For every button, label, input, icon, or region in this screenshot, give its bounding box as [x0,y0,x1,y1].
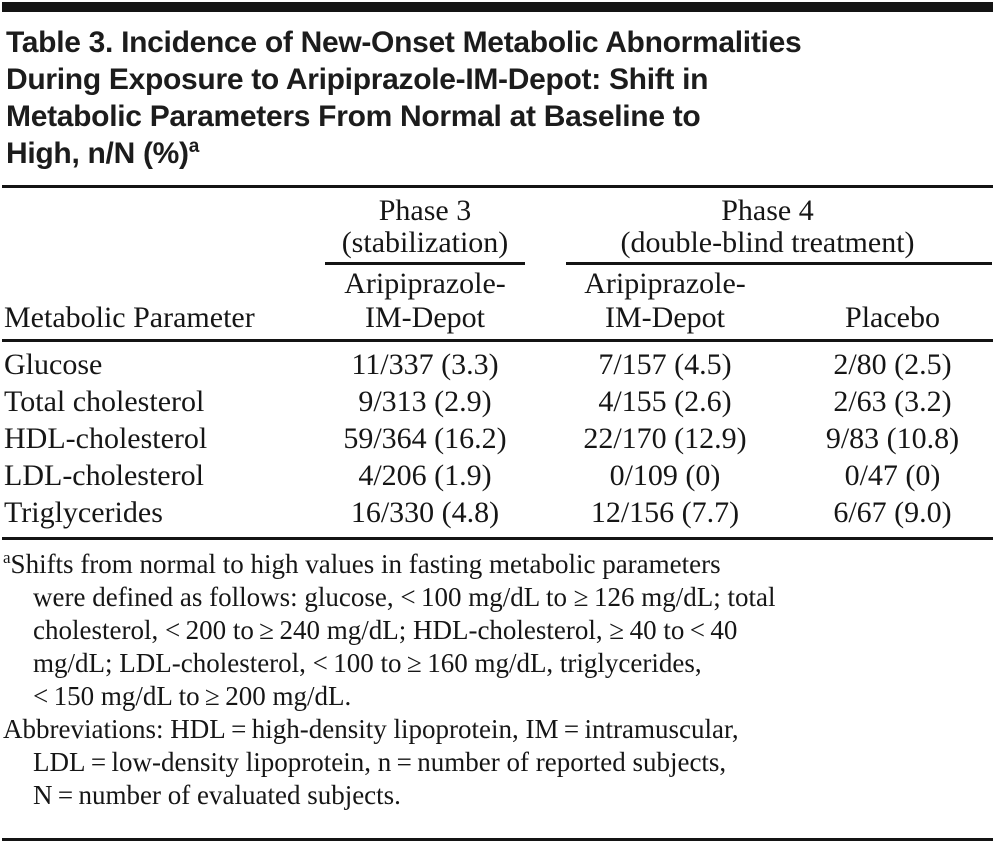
cell-phase4-placebo: 6/67 (9.0) [833,496,952,529]
phase3-sublabel: (stabilization) [341,226,509,259]
table-row-ldl-cholesterol: LDL-cholesterol 4/206 (1.9) 0/109 (0) 0/… [0,457,995,494]
footnote-line: mg/dL; LDL-cholesterol, < 100 to ≥ 160 m… [33,648,702,678]
column-header-placebo: Placebo [790,267,995,335]
column-header-label-line: IM-Depot [365,301,485,334]
table-title-text: Table 3. Incidence of New-Onset Metaboli… [6,26,802,59]
column-header-label: Metabolic Parameter [4,301,255,334]
table-title-footnote-marker: a [188,136,200,157]
header-divider-rule [2,339,993,342]
phase4-spanner-rule [566,262,992,265]
cell-phase4-aripiprazole: 22/170 (12.9) [583,422,747,455]
column-header-label-line: Aripiprazole- [584,267,746,300]
phase3-label: Phase 3 [378,194,472,227]
cell-phase4-aripiprazole: 12/156 (7.7) [590,496,740,529]
group-header-spacer [0,195,310,265]
row-param-label: Total cholesterol [4,385,205,418]
bottom-border-rule [2,838,993,841]
table-row-triglycerides: Triglycerides 16/330 (4.8) 12/156 (7.7) … [0,494,995,531]
group-header-row: Phase 3 (stabilization) Phase 4 (double-… [0,188,995,265]
phase4-label: Phase 4 [721,194,814,227]
phase4-group-header: Phase 4 (double-blind treatment) [540,195,995,265]
phase3-spanner-rule [325,262,525,265]
table-title-text: During Exposure to Aripiprazole-IM-Depot… [6,63,709,96]
cell-phase4-placebo: 9/83 (10.8) [825,422,960,455]
column-header-label-line: Aripiprazole- [344,267,506,300]
cell-phase4-placebo: 2/63 (3.2) [833,385,952,418]
table-title-line: High, n/N (%)a [6,135,989,172]
phase4-sublabel: (double-blind treatment) [620,226,915,259]
cell-phase3-aripiprazole: 11/337 (3.3) [351,348,499,381]
table-title-line: During Exposure to Aripiprazole-IM-Depot… [6,61,989,98]
column-header-phase3-aripiprazole: Aripiprazole- IM-Depot [310,267,540,335]
cell-phase4-placebo: 0/47 (0) [844,459,941,492]
cell-phase4-aripiprazole: 7/157 (4.5) [598,348,732,381]
top-border-bar [2,2,993,12]
cell-phase3-aripiprazole: 59/364 (16.2) [343,422,507,455]
column-header-metabolic-parameter: Metabolic Parameter [0,267,310,335]
column-header-phase4-aripiprazole: Aripiprazole- IM-Depot [540,267,790,335]
row-param-label: HDL-cholesterol [4,422,208,455]
footnotes: aShifts from normal to high values in fa… [0,540,995,812]
footnote-line: were defined as follows: glucose, < 100 … [33,582,776,612]
table-title-line: Table 3. Incidence of New-Onset Metaboli… [6,24,989,61]
column-header-row: Metabolic Parameter Aripiprazole- IM-Dep… [0,265,995,335]
cell-phase4-aripiprazole: 0/109 (0) [609,459,721,492]
abbreviations-line: N = number of evaluated subjects. [33,780,401,810]
phase3-group-header: Phase 3 (stabilization) [310,195,540,265]
row-param-label: LDL-cholesterol [4,459,204,492]
table-title-line: Metabolic Parameters From Normal at Base… [6,98,989,135]
footnote-text: Shifts from normal to high values in fas… [10,549,721,579]
cell-phase4-placebo: 2/80 (2.5) [833,348,952,381]
row-param-label: Triglycerides [4,496,163,529]
cell-phase3-aripiprazole: 9/313 (2.9) [358,385,492,418]
cell-phase3-aripiprazole: 4/206 (1.9) [358,459,492,492]
abbreviations-line: LDL = low-density lipoprotein, n = numbe… [33,747,727,777]
table-title: Table 3. Incidence of New-Onset Metaboli… [0,12,995,185]
table-body: Glucose 11/337 (3.3) 7/157 (4.5) 2/80 (2… [0,342,995,537]
table-row-hdl-cholesterol: HDL-cholesterol 59/364 (16.2) 22/170 (12… [0,420,995,457]
footnote-line: aShifts from normal to high values in fa… [3,548,991,581]
footnote-line: < 150 mg/dL to ≥ 200 mg/dL. [33,681,352,711]
cell-phase3-aripiprazole: 16/330 (4.8) [350,496,500,529]
row-param-label: Glucose [4,348,103,381]
table-row-total-cholesterol: Total cholesterol 9/313 (2.9) 4/155 (2.6… [0,383,995,420]
column-header-label: Placebo [845,301,940,334]
table-row-glucose: Glucose 11/337 (3.3) 7/157 (4.5) 2/80 (2… [0,346,995,383]
footnote-line: cholesterol, < 200 to ≥ 240 mg/dL; HDL-c… [33,615,738,645]
data-divider-rule [2,537,993,540]
table-title-text: High, n/N (%) [6,137,189,170]
column-header-label-line: IM-Depot [605,301,725,334]
title-divider-rule [2,185,993,188]
footnote-marker: a [3,548,11,567]
table-title-text: Metabolic Parameters From Normal at Base… [6,100,701,133]
abbreviations-line: Abbreviations: HDL = high-density lipopr… [3,714,739,744]
cell-phase4-aripiprazole: 4/155 (2.6) [598,385,732,418]
